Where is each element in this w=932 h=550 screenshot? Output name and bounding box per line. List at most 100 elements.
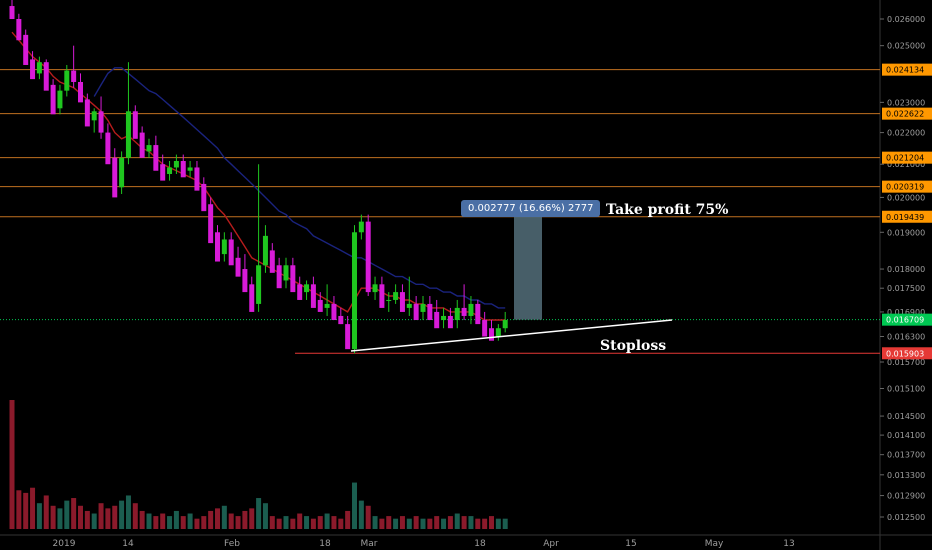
x-tick-label: 18	[319, 539, 331, 549]
candle-body	[43, 62, 49, 91]
volume-bar	[338, 518, 344, 529]
candle-body	[379, 284, 385, 308]
take-profit-annotation: Take profit 75%	[606, 202, 729, 218]
candle-body	[84, 99, 90, 127]
candle-body	[310, 284, 316, 308]
support-trendline	[350, 319, 673, 352]
y-tick-label: 0.022000	[887, 129, 925, 138]
volume-bars	[9, 400, 508, 529]
volume-bar	[153, 516, 159, 529]
stop-price-badge	[882, 347, 932, 360]
volume-bar	[352, 482, 357, 529]
candle-body	[78, 81, 83, 103]
volume-bar	[489, 516, 494, 529]
volume-bar	[262, 503, 268, 529]
candle-body	[324, 303, 330, 308]
level-badge-label: 0.020319	[886, 183, 924, 192]
candle-body	[338, 315, 344, 325]
volume-bar	[208, 510, 214, 529]
candle-body	[468, 303, 474, 316]
candle-body	[98, 111, 104, 133]
level-badge-label: 0.019439	[886, 213, 924, 222]
volume-bar	[297, 513, 303, 529]
volume-bar	[427, 518, 433, 529]
level-badge	[882, 210, 932, 223]
volume-bar	[461, 516, 467, 529]
x-tick-label: 2019	[53, 539, 76, 549]
candle-body	[441, 315, 447, 321]
volume-bar	[317, 516, 323, 529]
volume-bar	[132, 503, 138, 529]
volume-bar	[495, 518, 501, 529]
volume-bar	[119, 500, 125, 529]
volume-bar	[105, 508, 111, 529]
x-tick-label: 14	[122, 539, 134, 549]
volume-bar	[84, 510, 90, 529]
y-tick-label: 0.020000	[887, 193, 925, 202]
candle-body	[427, 303, 433, 321]
y-tick-label: 0.019000	[887, 228, 925, 237]
level-badge	[882, 63, 932, 76]
candle-body	[105, 132, 111, 165]
volume-bar	[290, 518, 296, 529]
volume-bar	[91, 513, 97, 529]
volume-bar	[434, 516, 440, 529]
measure-box	[514, 216, 542, 320]
drawing-tools[interactable]	[350, 216, 673, 352]
y-tick-label: 0.012900	[887, 492, 925, 501]
volume-bar	[50, 505, 56, 529]
candle-body	[386, 299, 392, 301]
candle-body	[502, 320, 508, 329]
candle-body	[256, 265, 262, 304]
level-badge-label: 0.022622	[886, 110, 924, 119]
y-tick-label: 0.016900	[887, 308, 925, 317]
volume-bar	[71, 498, 77, 529]
candle-body	[71, 70, 77, 82]
candle-body	[119, 157, 125, 188]
x-tick-label: May	[705, 539, 724, 549]
y-tick-label: 0.021000	[887, 160, 925, 169]
volume-bar	[393, 518, 399, 529]
volume-bar	[9, 400, 15, 529]
level-badge-label: 0.024134	[886, 66, 924, 75]
candle-body	[331, 303, 337, 321]
volume-bar	[276, 518, 282, 529]
y-tick-label: 0.013700	[887, 451, 925, 460]
candle-body	[64, 70, 70, 91]
volume-bar	[57, 508, 63, 529]
volume-bar	[304, 516, 310, 529]
candle-body	[420, 303, 426, 312]
volume-bar	[180, 516, 186, 529]
volume-bar	[23, 492, 29, 529]
volume-bar	[242, 510, 248, 529]
volume-bar	[420, 518, 426, 529]
candlesticks	[9, 0, 508, 354]
x-tick-label: Feb	[224, 539, 240, 549]
candle-body	[297, 284, 303, 300]
candle-body	[495, 328, 501, 337]
candle-body	[372, 284, 378, 293]
candle-body	[434, 311, 440, 329]
x-tick-label: 18	[474, 539, 486, 549]
candle-body	[194, 167, 200, 191]
candle-body	[290, 265, 296, 293]
candle-body	[139, 132, 145, 158]
volume-bar	[16, 490, 22, 529]
candle-body	[146, 145, 152, 152]
volume-bar	[187, 513, 193, 529]
volume-bar	[78, 505, 83, 529]
stop-price-label: 0.015903	[886, 349, 924, 358]
volume-bar	[406, 518, 412, 529]
volume-bar	[468, 516, 474, 529]
volume-bar	[146, 513, 152, 529]
candle-body	[365, 221, 371, 293]
candle-body	[36, 62, 42, 74]
y-tick-label: 0.014100	[887, 431, 925, 440]
y-tick-label: 0.023000	[887, 98, 925, 107]
y-tick-label: 0.013300	[887, 471, 925, 480]
current-price-badge	[882, 313, 932, 326]
y-tick-label: 0.012500	[887, 513, 925, 522]
y-tick-label: 0.014500	[887, 412, 925, 421]
x-tick-label: 13	[783, 539, 794, 549]
